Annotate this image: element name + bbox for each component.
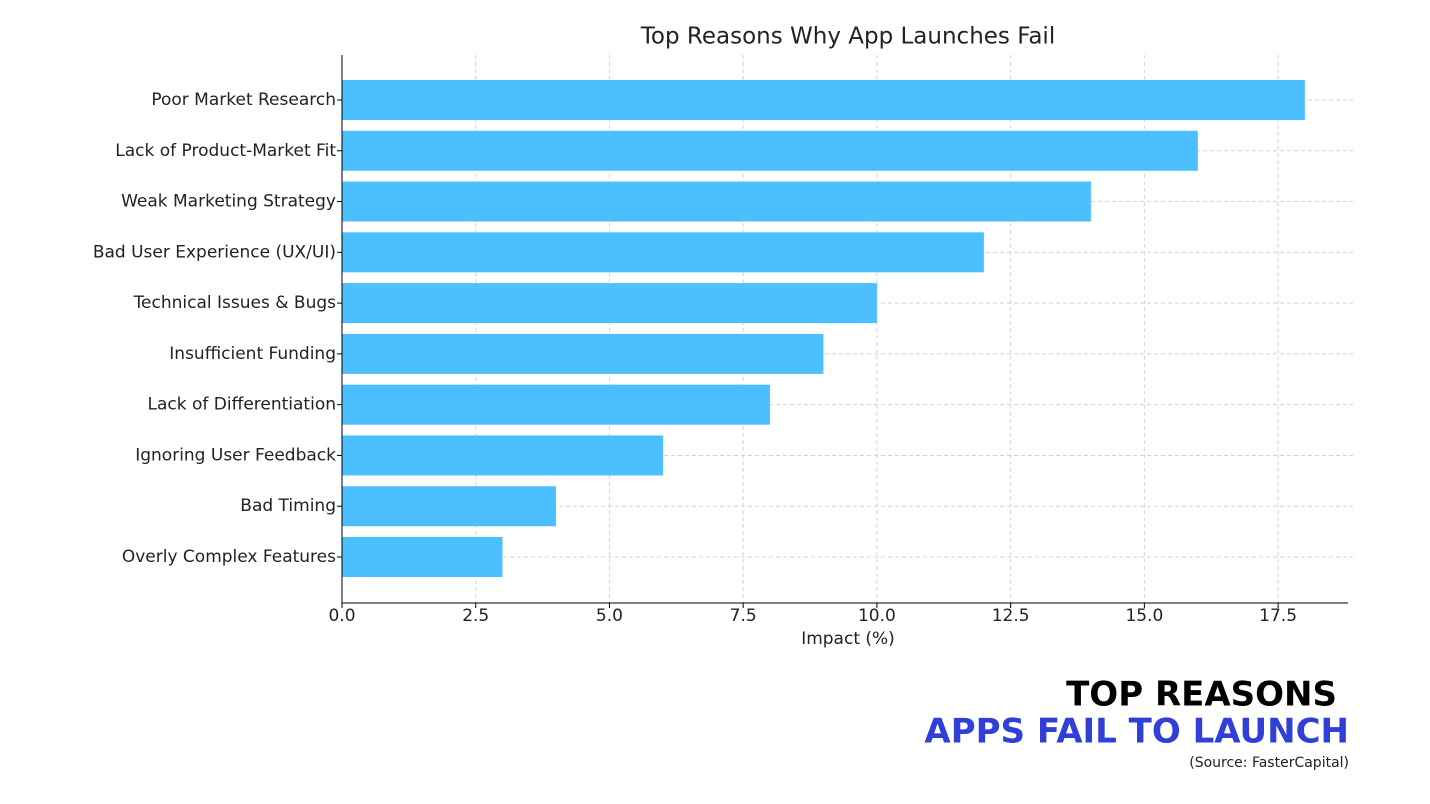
bar xyxy=(342,333,824,374)
y-tick-label: Bad Timing xyxy=(240,496,336,516)
x-tick-label: 10.0 xyxy=(858,606,896,626)
x-tick-label: 0.0 xyxy=(328,606,355,626)
x-tick-label: 15.0 xyxy=(1125,606,1163,626)
bar xyxy=(342,384,770,425)
y-tick-label: Technical Issues & Bugs xyxy=(133,293,337,313)
x-tick-label: 5.0 xyxy=(596,606,623,626)
bar xyxy=(342,181,1091,222)
y-tick-label: Lack of Product-Market Fit xyxy=(115,141,336,161)
y-tick-label: Poor Market Research xyxy=(151,90,336,110)
x-tick-label: 17.5 xyxy=(1259,606,1297,626)
bar xyxy=(342,486,556,527)
bar xyxy=(342,232,984,273)
x-axis-label: Impact (%) xyxy=(801,629,895,649)
chart-title: Top Reasons Why App Launches Fail xyxy=(640,24,1055,50)
bar xyxy=(342,283,877,324)
y-tick-label: Overly Complex Features xyxy=(122,547,336,567)
y-tick-label: Bad User Experience (UX/UI) xyxy=(93,242,336,262)
y-tick-label: Insufficient Funding xyxy=(169,344,336,364)
caption-subtitle: APPS FAIL TO LAUNCH xyxy=(924,712,1349,752)
x-tick-label: 7.5 xyxy=(730,606,757,626)
x-tick-label: 12.5 xyxy=(992,606,1030,626)
x-tick-label: 2.5 xyxy=(462,606,489,626)
bar xyxy=(342,80,1305,120)
bar xyxy=(342,130,1198,171)
caption-title: TOP REASONS xyxy=(1066,675,1337,715)
caption-source: (Source: FasterCapital) xyxy=(1189,755,1349,771)
bar xyxy=(342,537,503,577)
y-tick-label: Lack of Differentiation xyxy=(148,395,336,415)
bar xyxy=(342,435,663,476)
y-tick-label: Ignoring User Feedback xyxy=(135,445,336,465)
y-tick-label: Weak Marketing Strategy xyxy=(121,192,336,212)
